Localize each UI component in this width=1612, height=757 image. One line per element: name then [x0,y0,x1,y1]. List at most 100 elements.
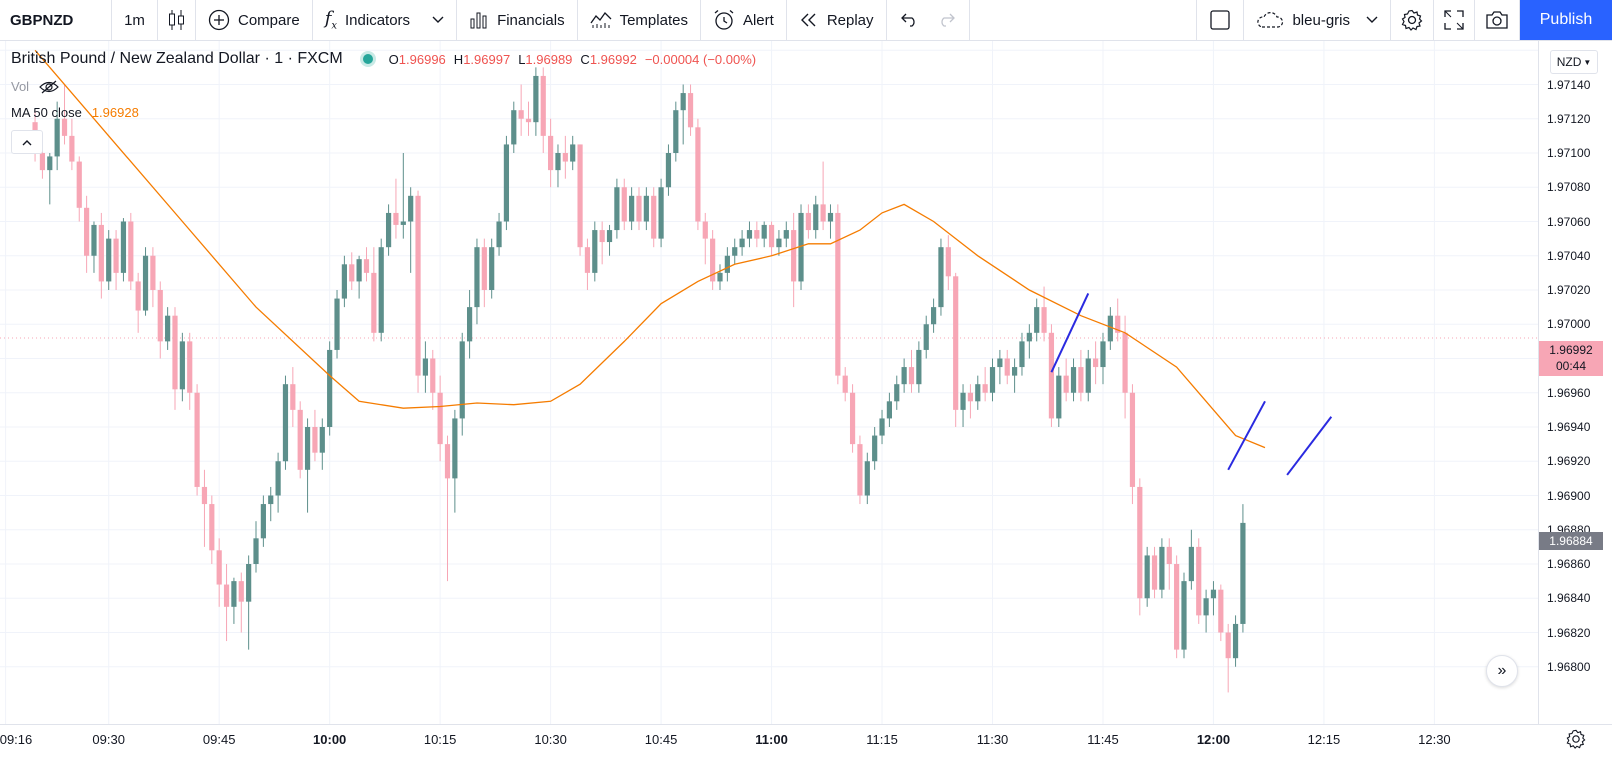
candle-body [643,195,649,222]
candle-body [1063,375,1069,393]
candle-body [724,255,730,273]
top-toolbar: GBPNZD 1m Compare fx Indicators Financia… [0,0,1612,41]
candle-body [474,247,480,308]
candle-body [577,144,583,248]
candle-body [813,204,819,231]
candle-body [201,486,208,505]
candle-body [319,427,325,453]
candle-body [717,272,723,282]
candle-body [393,212,399,225]
candle-body [385,212,392,248]
candle-body [91,224,97,256]
interval-button[interactable]: 1m [112,0,158,40]
symbol-search-button[interactable]: GBPNZD [0,0,112,40]
candle-body [761,224,767,239]
compare-button[interactable]: Compare [196,0,313,40]
candle-body [953,276,959,410]
candle-body [739,238,745,248]
candle-body [1129,392,1136,487]
candle-body [76,161,82,208]
time-axis-label: 09:45 [202,732,236,747]
candle-body [982,384,988,393]
fx-icon: fx [324,8,338,32]
candle-body [466,307,473,342]
select-layout-button[interactable] [1196,0,1245,40]
currency-selector[interactable]: NZD ▼ [1550,50,1598,74]
price-axis-label: 1.96940 [1547,420,1591,434]
scroll-to-realtime-button[interactable]: » [1486,655,1518,687]
candle-body [1026,332,1032,342]
replay-button[interactable]: Replay [787,0,887,40]
collapse-legend-button[interactable] [11,130,43,154]
candle-body [430,358,436,393]
compare-label: Compare [238,11,300,29]
candle-body [378,247,384,333]
candle-body [437,392,443,445]
candle-body [1174,564,1180,650]
layout-name-button[interactable]: bleu-gris [1244,0,1391,40]
settings-button[interactable] [1391,0,1434,40]
price-chart[interactable] [0,41,1538,724]
candle-body [157,290,163,342]
candle-body [106,238,112,282]
time-axis[interactable] [0,724,1612,757]
volume-legend[interactable]: Vol [11,79,59,94]
price-axis-label: 1.97080 [1547,180,1591,195]
candle-body [341,264,347,299]
indicators-button[interactable]: fx Indicators [313,0,458,40]
layout-name-label: bleu-gris [1292,11,1350,29]
axis-settings-gear-icon[interactable] [1566,729,1586,749]
candle-body [150,255,156,290]
candle-body [334,298,340,350]
ma-value: 1.96928 [91,105,139,120]
chart-type-button[interactable] [158,0,196,40]
candle-body [444,444,451,479]
candle-body [989,367,996,393]
alert-button[interactable]: Alert [701,0,787,40]
candle-body [61,118,68,136]
candle-body [1115,315,1121,333]
alert-label: Alert [742,11,774,29]
candle-body [511,110,517,145]
publish-button[interactable]: Publish [1520,0,1612,40]
candle-body [938,247,944,308]
fullscreen-button[interactable] [1434,0,1475,40]
candle-body [1085,358,1091,393]
candle-body [710,238,716,282]
candle-body [304,427,311,470]
fullscreen-icon [1444,10,1464,30]
square-icon [1210,10,1231,30]
candle-body [290,384,296,410]
candle-body [489,247,495,290]
candle-body [599,230,605,243]
candle-body [1012,367,1018,376]
market-status-dot[interactable] [362,54,373,64]
eye-hidden-icon[interactable] [39,80,59,94]
candle-body [776,238,782,248]
symbol-title[interactable]: British Pound / New Zealand Dollar · 1 ·… [11,50,343,67]
snapshot-button[interactable] [1475,0,1520,40]
price-axis-label: 1.96840 [1547,591,1591,606]
candle-body [503,144,510,222]
candle-body [879,418,885,436]
candle-body [1100,341,1106,368]
price-axis-label: 1.97120 [1547,111,1591,126]
financials-button[interactable]: Financials [457,0,578,40]
candle-body [1144,555,1150,599]
candle-body [820,204,826,222]
candle-body [916,349,922,385]
volume-label: Vol [11,79,30,94]
bar-chart-icon [470,12,487,29]
candle-body [636,195,642,222]
crosshair-price-badge: 1.96884 [1539,532,1603,550]
candle-body [518,110,524,119]
price-axis[interactable]: 1.97140 1.97120 1.97100 1.97080 1.97060 1.970… [1538,41,1612,724]
redo-icon[interactable] [937,13,955,27]
candle-body [768,224,775,248]
chevron-down-icon[interactable] [432,16,444,24]
undo-icon[interactable] [900,13,919,27]
candle-body [805,212,811,231]
templates-button[interactable]: Templates [578,0,701,40]
candle-body [1004,358,1010,376]
ma-legend[interactable]: MA 50 close 1.96928 [11,105,139,120]
